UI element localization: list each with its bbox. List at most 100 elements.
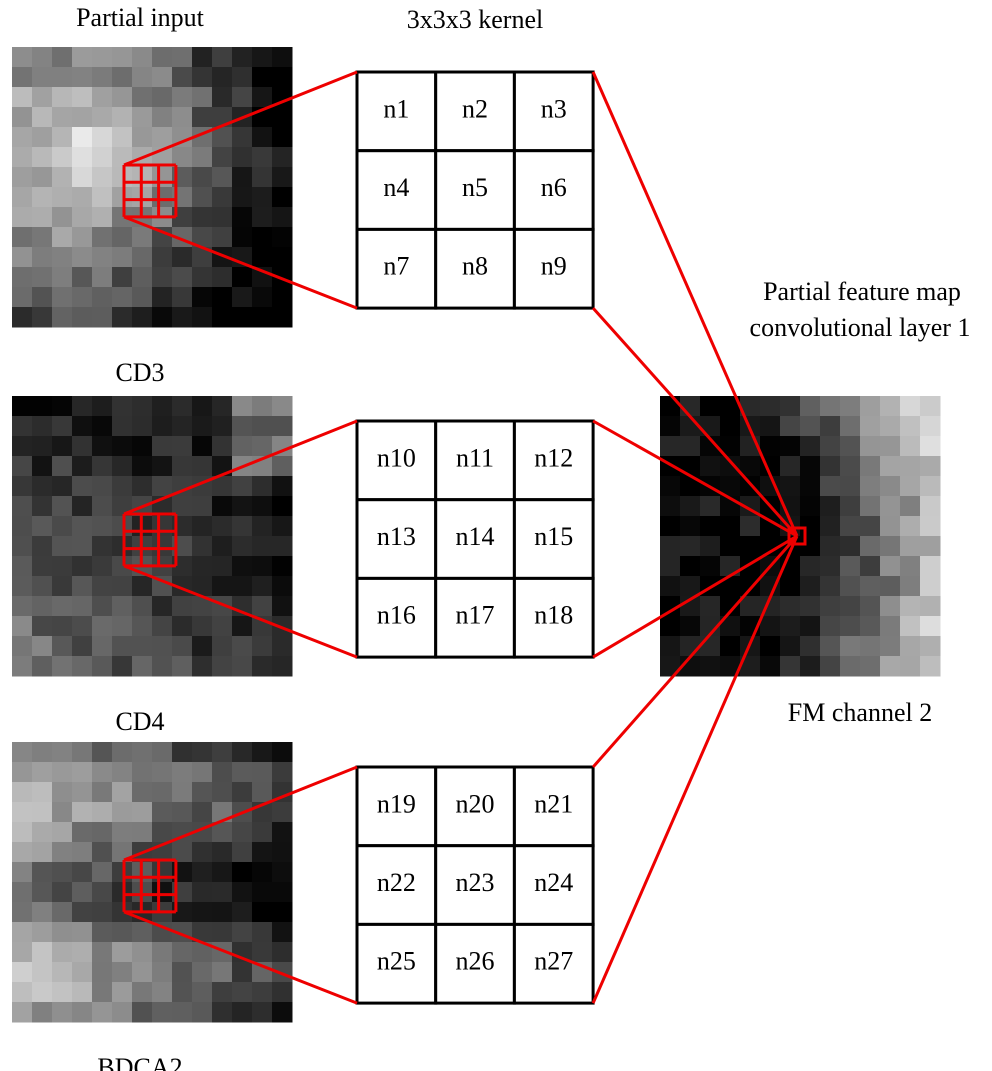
pixel [252, 67, 273, 88]
pixel [12, 87, 33, 108]
pixel [252, 227, 273, 248]
pixel [212, 307, 233, 328]
pixel [272, 167, 293, 188]
pixel [252, 942, 273, 963]
pixel [880, 636, 901, 657]
pixel [92, 127, 113, 148]
pixel [112, 247, 133, 268]
pixel [212, 616, 233, 637]
pixel [820, 396, 841, 417]
pixel [252, 207, 273, 228]
pixel [232, 762, 253, 783]
pixel [152, 287, 173, 308]
pixel [32, 516, 53, 537]
pixel [92, 287, 113, 308]
pixel [52, 576, 73, 597]
pixel [72, 882, 93, 903]
pixel [32, 982, 53, 1003]
pixel [92, 822, 113, 843]
pixel [12, 742, 33, 763]
pixel [192, 287, 213, 308]
pixel [112, 862, 133, 883]
pixel [72, 516, 93, 537]
pixel [92, 616, 113, 637]
pixel [52, 656, 73, 677]
pixel [112, 782, 133, 803]
pixel [760, 636, 781, 657]
pixel [920, 436, 941, 457]
pixel [12, 576, 33, 597]
pixel [192, 656, 213, 677]
pixel [72, 616, 93, 637]
pixel [272, 127, 293, 148]
pixel [192, 167, 213, 188]
pixel [112, 616, 133, 637]
pixel [52, 476, 73, 497]
pixel [12, 942, 33, 963]
kernel-label: n27 [534, 947, 573, 976]
pixel [680, 436, 701, 457]
pixel [272, 416, 293, 437]
pixel [52, 287, 73, 308]
pixel [660, 436, 681, 457]
pixel [32, 942, 53, 963]
pixel [212, 207, 233, 228]
pixel [32, 416, 53, 437]
pixel [12, 416, 33, 437]
pixel [112, 576, 133, 597]
pixel [172, 962, 193, 983]
pixel [252, 882, 273, 903]
pixel [860, 516, 881, 537]
pixel [92, 247, 113, 268]
pixel [192, 107, 213, 128]
pixel [780, 576, 801, 597]
pixel [840, 456, 861, 477]
pixel [152, 802, 173, 823]
pixel [840, 636, 861, 657]
pixel [272, 742, 293, 763]
pixel [72, 656, 93, 677]
pixel [272, 596, 293, 617]
pixel [112, 536, 133, 557]
pixel [820, 576, 841, 597]
pixel [92, 207, 113, 228]
pixel [192, 882, 213, 903]
pixel [12, 436, 33, 457]
pixel [32, 782, 53, 803]
pixel [232, 982, 253, 1003]
pixel [172, 802, 193, 823]
pixel [52, 742, 73, 763]
pixel [32, 576, 53, 597]
pixel [172, 616, 193, 637]
pixel [232, 187, 253, 208]
kernel-label: n7 [383, 252, 409, 281]
pixel [900, 416, 921, 437]
pixel [52, 87, 73, 108]
pixel [660, 616, 681, 637]
pixel [132, 287, 153, 308]
pixel [680, 536, 701, 557]
pixel [800, 396, 821, 417]
pixel [172, 656, 193, 677]
pixel [192, 307, 213, 328]
pixel [920, 636, 941, 657]
pixel [660, 636, 681, 657]
pixel [92, 87, 113, 108]
pixel [272, 822, 293, 843]
pixel [660, 476, 681, 497]
pixel [112, 396, 133, 417]
pixel [252, 187, 273, 208]
pixel [32, 87, 53, 108]
pixel [152, 862, 173, 883]
pixel [52, 147, 73, 168]
pixel [840, 496, 861, 517]
pixel [12, 167, 33, 188]
kernel-label: n11 [456, 443, 494, 472]
pixel [152, 87, 173, 108]
pixel [52, 267, 73, 288]
pixel [700, 656, 721, 677]
pixel [660, 536, 681, 557]
pixel [272, 67, 293, 88]
pixel [840, 536, 861, 557]
pixel [272, 247, 293, 268]
